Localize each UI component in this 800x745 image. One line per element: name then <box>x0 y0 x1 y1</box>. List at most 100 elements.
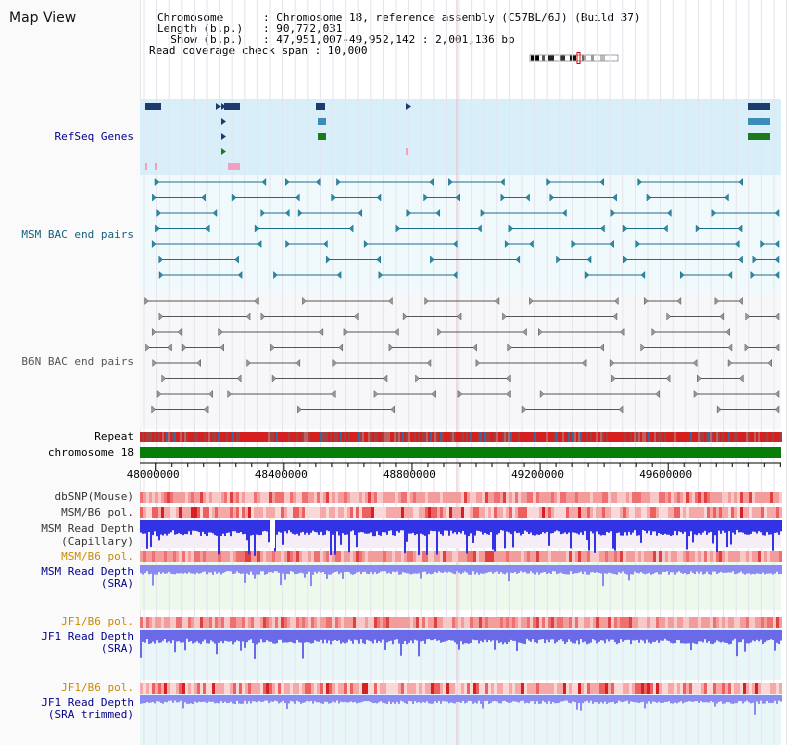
msm-sra-bar <box>242 565 244 574</box>
msm-sra-bar <box>366 565 368 574</box>
scale-tick-label: 48000000 <box>126 468 180 481</box>
dbsnp-cell <box>338 492 341 503</box>
msm-capillary-bar <box>180 520 182 535</box>
msm-read-depth-capillary-label[interactable]: MSM Read Depth <box>41 522 134 535</box>
jf1-sra-bar <box>324 630 326 640</box>
refseq-genes-label[interactable]: RefSeq Genes <box>54 130 134 143</box>
jf1-trim-bar <box>318 695 320 703</box>
jf1-read-depth-trimmed-label[interactable]: JF1 Read Depth <box>41 696 134 709</box>
repeat-segment <box>426 432 428 442</box>
msm-b6-pol-cell <box>296 507 299 518</box>
jf1-sra-bar <box>144 630 146 643</box>
msm-bac-end <box>663 224 668 233</box>
msm-b6-pol-cell <box>230 507 233 518</box>
jf1-b6-pol-cell <box>254 617 257 628</box>
msm-sra-bar <box>506 565 508 573</box>
msm-capillary-bar <box>730 520 732 545</box>
b6n-bac-end <box>158 312 164 321</box>
msm-b6-pol-cell <box>368 507 371 518</box>
msm-capillary-bar <box>212 520 214 534</box>
msm-capillary-bar <box>632 520 634 533</box>
msm-capillary-bar <box>520 520 522 536</box>
msm-read-depth-capillary-sub: (Capillary) <box>61 535 134 548</box>
jf1-sra-bar <box>184 630 186 651</box>
msm-sra-bar <box>580 565 582 572</box>
msm-capillary-bar <box>154 520 156 532</box>
jf1-b6-pol-cell-2 <box>383 683 386 694</box>
msm-b6-pol-cell <box>530 507 533 518</box>
msm-sra-bar <box>672 565 674 573</box>
jf1-trim-bar <box>248 695 250 702</box>
msm-capillary-bar <box>402 520 404 531</box>
msm-capillary-bar <box>452 520 454 534</box>
jf1-b6-pol-cell-2 <box>155 683 158 694</box>
msm-b6-pol-cell-2 <box>242 551 245 562</box>
msm-b6-pol-cell-2 <box>536 551 539 562</box>
msm-read-depth-sra-label[interactable]: MSM Read Depth <box>41 565 134 578</box>
jf1-trim-bar <box>774 695 776 701</box>
jf1-b6-pol-cell <box>146 617 149 628</box>
dbsnp-label[interactable]: dbSNP(Mouse) <box>54 490 134 503</box>
jf1-trim-bar <box>654 695 656 702</box>
jf1-sra-bar <box>476 630 478 641</box>
msm-b6-pol-cell-2 <box>773 551 776 562</box>
jf1-b6-pol-cell <box>308 617 311 628</box>
jf1-b6-pol-cell <box>575 617 578 628</box>
repeat-segment <box>476 432 478 442</box>
repeat-segment <box>594 432 596 442</box>
msm-capillary-bar <box>242 520 244 535</box>
dbsnp-cell <box>335 492 338 503</box>
jf1-b6-pol-cell-2 <box>185 683 188 694</box>
jf1-trim-bar <box>382 695 384 703</box>
jf1-b6-pol-cell <box>329 617 332 628</box>
repeat-segment <box>470 432 472 442</box>
dbsnp-cell <box>188 492 191 503</box>
msm-sra-bar <box>340 565 342 573</box>
jf1-sra-bar <box>230 630 232 642</box>
msm-b6-pol-label-1[interactable]: MSM/B6 pol. <box>61 506 134 519</box>
msm-b6-pol-cell-2 <box>266 551 269 562</box>
dbsnp-cell <box>437 492 440 503</box>
jf1-trim-bar <box>606 695 608 704</box>
jf1-b6-pol-cell-2 <box>272 683 275 694</box>
jf1-trim-bar <box>344 695 346 702</box>
jf1-b6-pol-cell-2 <box>560 683 563 694</box>
jf1-b6-pol-cell-2 <box>200 683 203 694</box>
dbsnp-cell <box>527 492 530 503</box>
jf1-b6-pol-cell <box>713 617 716 628</box>
jf1-b6-pol-cell <box>416 617 419 628</box>
jf1-sra-bar <box>728 630 730 645</box>
jf1-sra-bar <box>484 630 486 640</box>
b6n-bac-end-pairs-label[interactable]: B6N BAC end pairs <box>21 355 134 368</box>
jf1-trim-bar <box>170 695 172 701</box>
msm-capillary-bar <box>240 520 242 533</box>
msm-b6-pol-cell-2 <box>560 551 563 562</box>
jf1-sra-bar <box>170 630 172 644</box>
msm-b6-pol-cell-2 <box>260 551 263 562</box>
jf1-b6-pol-label-2[interactable]: JF1/B6 pol. <box>61 681 134 694</box>
repeat-segment <box>558 432 560 442</box>
jf1-b6-pol-cell <box>530 617 533 628</box>
jf1-trim-bar <box>372 695 374 704</box>
msm-capillary-bar <box>438 520 440 532</box>
jf1-trim-bar <box>724 695 726 704</box>
jf1-read-depth-label[interactable]: JF1 Read Depth <box>41 630 134 643</box>
msm-b6-pol-cell-2 <box>389 551 392 562</box>
msm-capillary-bar <box>236 520 238 533</box>
jf1-b6-pol-cell-2 <box>314 683 317 694</box>
jf1-b6-pol-cell-2 <box>152 683 155 694</box>
jf1-sra-bar <box>686 630 688 644</box>
msm-bac-end-pairs-label[interactable]: MSM BAC end pairs <box>21 228 134 241</box>
jf1-sra-bar <box>566 630 568 643</box>
repeat-segment <box>668 432 670 442</box>
msm-b6-pol-label-2[interactable]: MSM/B6 pol. <box>61 550 134 563</box>
msm-capillary-bar <box>728 520 730 532</box>
msm-sra-bar <box>452 565 454 574</box>
jf1-trim-bar <box>342 695 344 703</box>
msm-b6-pol-cell <box>311 507 314 518</box>
dbsnp-cell <box>770 492 773 503</box>
jf1-b6-pol-cell-2 <box>773 683 776 694</box>
jf1-b6-pol-label-1[interactable]: JF1/B6 pol. <box>61 615 134 628</box>
msm-sra-bar <box>512 565 514 574</box>
